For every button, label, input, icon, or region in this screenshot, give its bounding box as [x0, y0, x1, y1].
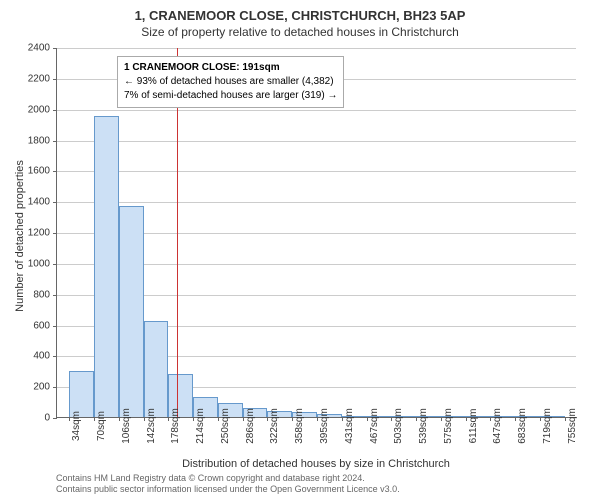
x-tick-label: 539sqm	[418, 408, 429, 444]
footer-line1: Contains HM Land Registry data © Crown c…	[56, 473, 400, 485]
y-tick-mark	[53, 110, 57, 111]
x-tick-mark	[243, 417, 244, 421]
y-tick-label: 1200	[20, 228, 50, 239]
y-tick-label: 2000	[20, 104, 50, 115]
chart-title: 1, CRANEMOOR CLOSE, CHRISTCHURCH, BH23 5…	[0, 0, 600, 23]
y-tick-mark	[53, 264, 57, 265]
x-tick-mark	[416, 417, 417, 421]
y-tick-mark	[53, 326, 57, 327]
x-tick-label: 719sqm	[542, 408, 553, 444]
y-tick-mark	[53, 202, 57, 203]
y-tick-mark	[53, 387, 57, 388]
annotation-line1: 1 CRANEMOOR CLOSE: 191sqm	[124, 61, 337, 75]
x-tick-mark	[119, 417, 120, 421]
chart-subtitle: Size of property relative to detached ho…	[0, 23, 600, 39]
y-tick-mark	[53, 48, 57, 49]
x-tick-label: 70sqm	[96, 411, 107, 441]
annotation-box: 1 CRANEMOOR CLOSE: 191sqm← 93% of detach…	[117, 56, 344, 108]
histogram-bar	[94, 116, 119, 417]
histogram-bar	[119, 206, 144, 417]
y-tick-mark	[53, 141, 57, 142]
x-tick-label: 755sqm	[567, 408, 578, 444]
grid-line	[57, 202, 576, 203]
plot-area: 1 CRANEMOOR CLOSE: 191sqm← 93% of detach…	[56, 48, 576, 418]
footer-line2: Contains public sector information licen…	[56, 484, 400, 496]
x-tick-mark	[342, 417, 343, 421]
grid-line	[57, 141, 576, 142]
x-tick-label: 178sqm	[170, 408, 181, 444]
y-tick-mark	[53, 356, 57, 357]
x-tick-label: 575sqm	[443, 408, 454, 444]
x-tick-mark	[466, 417, 467, 421]
y-tick-mark	[53, 233, 57, 234]
x-axis-label: Distribution of detached houses by size …	[56, 458, 576, 470]
x-tick-label: 467sqm	[369, 408, 380, 444]
x-tick-mark	[515, 417, 516, 421]
x-tick-mark	[144, 417, 145, 421]
x-tick-label: 503sqm	[393, 408, 404, 444]
x-tick-mark	[218, 417, 219, 421]
x-tick-label: 34sqm	[71, 411, 82, 441]
x-tick-mark	[565, 417, 566, 421]
x-tick-label: 250sqm	[220, 408, 231, 444]
y-tick-mark	[53, 295, 57, 296]
x-tick-label: 683sqm	[517, 408, 528, 444]
grid-line	[57, 110, 576, 111]
x-tick-label: 214sqm	[195, 408, 206, 444]
annotation-line3: 7% of semi-detached houses are larger (3…	[124, 89, 337, 103]
x-tick-mark	[441, 417, 442, 421]
grid-line	[57, 171, 576, 172]
x-tick-label: 611sqm	[468, 409, 479, 444]
x-tick-label: 286sqm	[245, 408, 256, 444]
y-tick-label: 800	[20, 289, 50, 300]
x-tick-mark	[317, 417, 318, 421]
x-tick-mark	[367, 417, 368, 421]
x-tick-label: 142sqm	[146, 408, 157, 444]
y-tick-label: 600	[20, 320, 50, 331]
y-tick-label: 200	[20, 382, 50, 393]
y-tick-mark	[53, 79, 57, 80]
y-tick-label: 1800	[20, 135, 50, 146]
x-tick-label: 322sqm	[269, 408, 280, 444]
y-tick-label: 400	[20, 351, 50, 362]
histogram-bar	[144, 321, 169, 417]
x-tick-label: 431sqm	[344, 408, 355, 444]
y-tick-mark	[53, 171, 57, 172]
y-tick-label: 1600	[20, 166, 50, 177]
y-tick-label: 2400	[20, 43, 50, 54]
y-tick-label: 2200	[20, 73, 50, 84]
x-tick-mark	[94, 417, 95, 421]
y-tick-label: 1000	[20, 258, 50, 269]
x-tick-label: 106sqm	[121, 408, 132, 444]
annotation-line2: ← 93% of detached houses are smaller (4,…	[124, 75, 337, 89]
footer-attribution: Contains HM Land Registry data © Crown c…	[56, 473, 400, 496]
y-tick-label: 0	[20, 413, 50, 424]
x-tick-mark	[540, 417, 541, 421]
grid-line	[57, 48, 576, 49]
x-tick-label: 358sqm	[294, 408, 305, 444]
y-tick-label: 1400	[20, 197, 50, 208]
x-tick-label: 395sqm	[319, 408, 330, 444]
y-tick-mark	[53, 418, 57, 419]
x-tick-label: 647sqm	[492, 408, 503, 444]
